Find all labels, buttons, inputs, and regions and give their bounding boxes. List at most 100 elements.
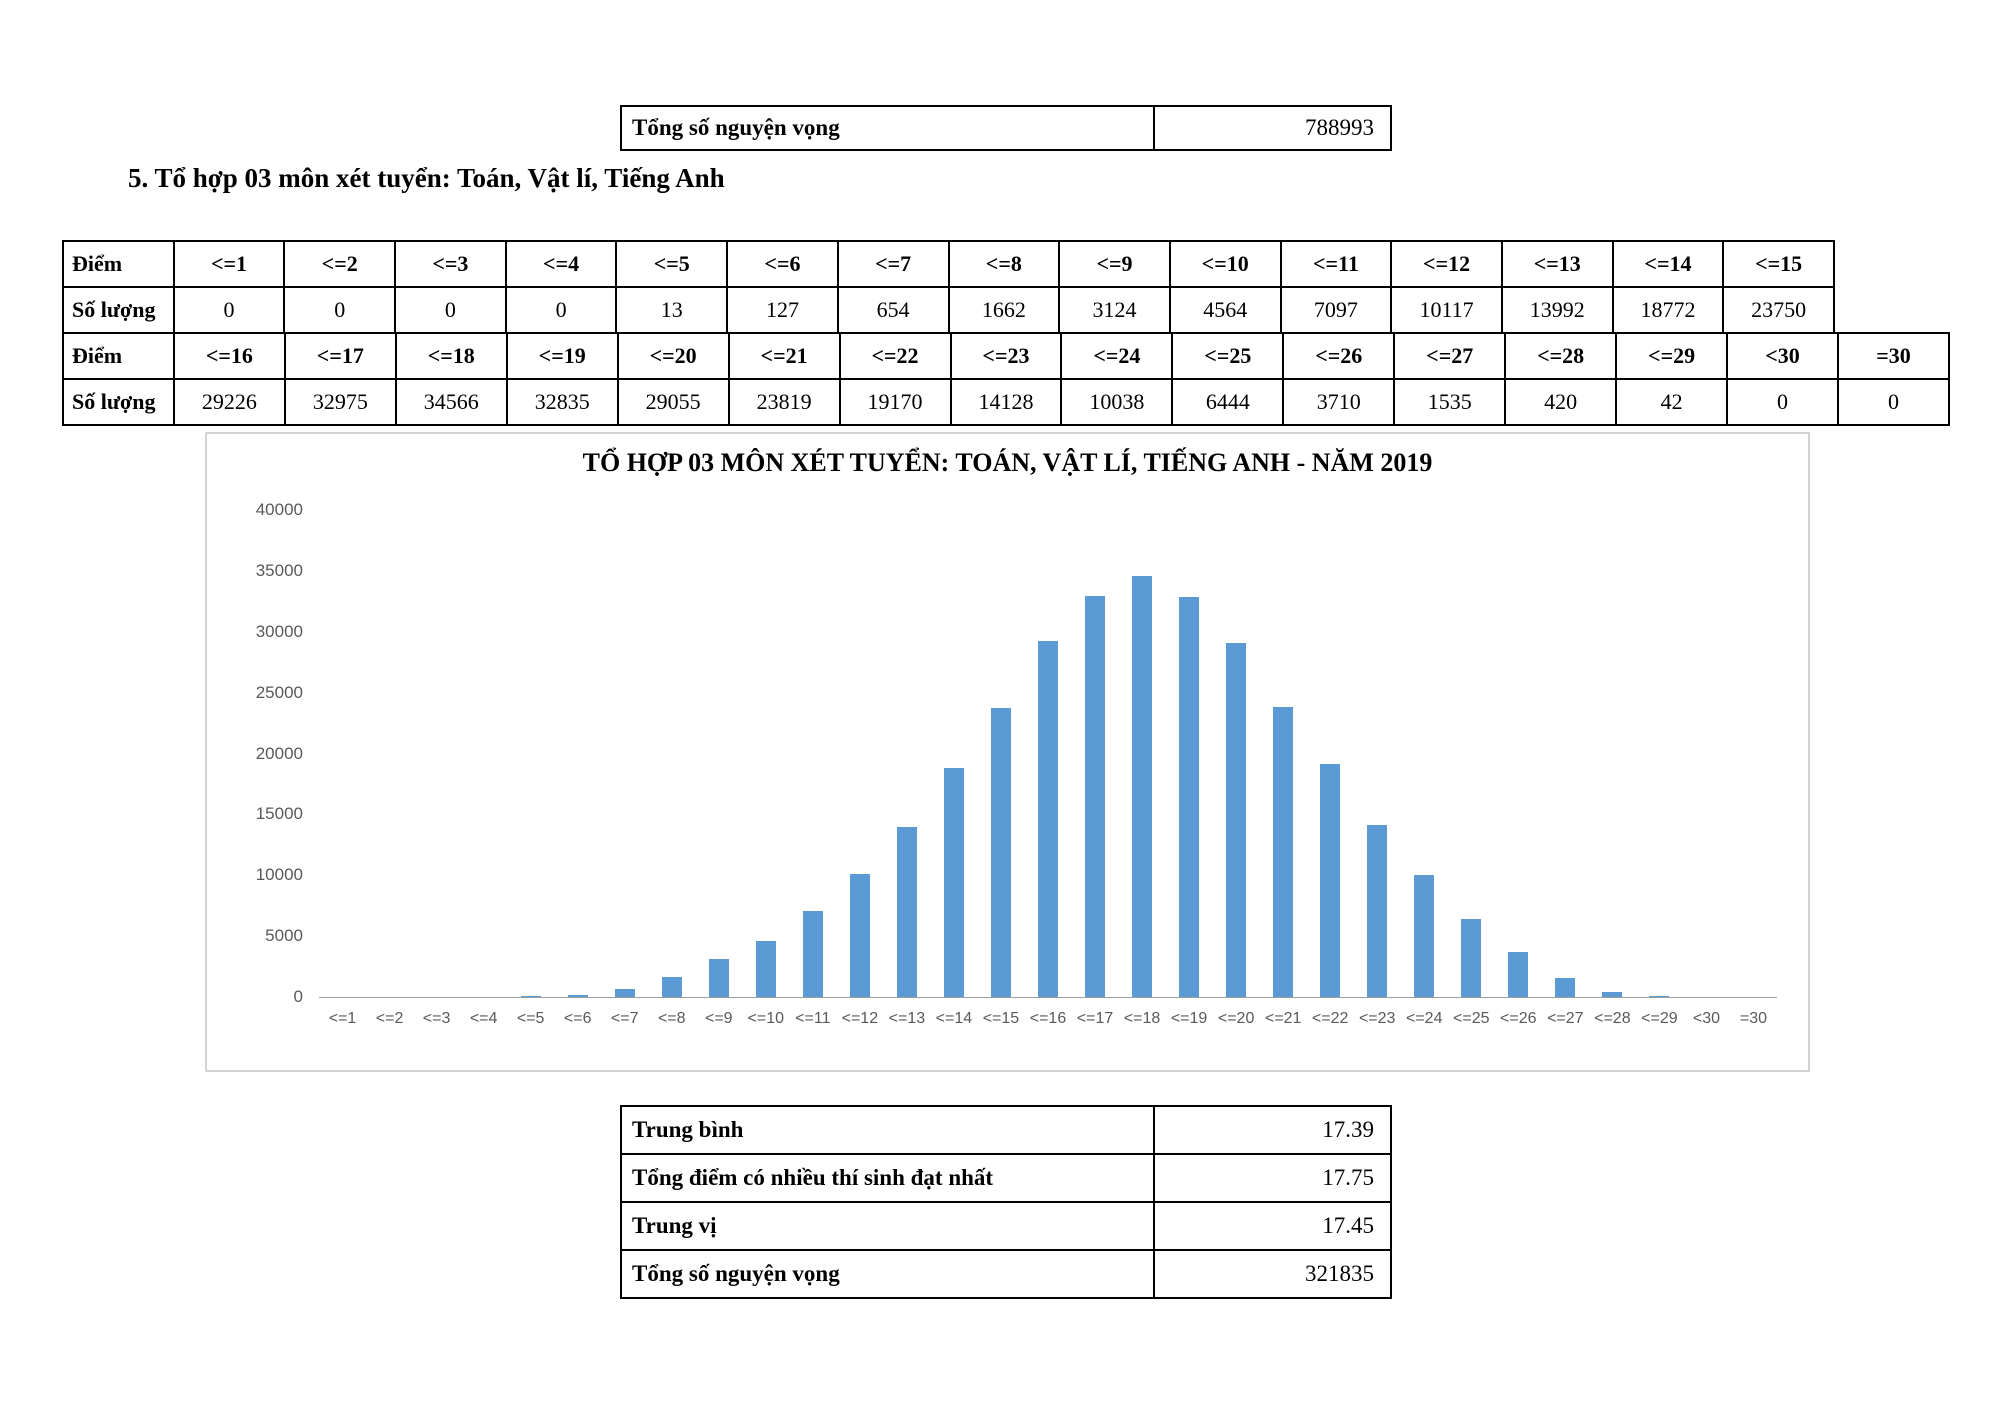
bar xyxy=(614,989,635,997)
score-bin-cell: <=5 xyxy=(615,240,729,288)
summary-label: Tổng số nguyện vọng xyxy=(620,1249,1155,1299)
bar-slot xyxy=(1730,510,1777,997)
x-tick-label: <30 xyxy=(1692,1010,1720,1027)
score-bin-cell: <=2 xyxy=(283,240,397,288)
bar-slot xyxy=(977,510,1024,997)
bar-slot xyxy=(648,510,695,997)
score-bin-cell: <30 xyxy=(1726,332,1839,380)
score-bin-cell: <=12 xyxy=(1390,240,1503,288)
count-cell: 18772 xyxy=(1611,286,1725,334)
y-tick-label: 5000 xyxy=(265,926,303,946)
count-cell: 0 xyxy=(1726,378,1839,426)
score-bin-cell: <=29 xyxy=(1615,332,1729,380)
summary-label: Tổng điểm có nhiều thí sinh đạt nhất xyxy=(620,1153,1155,1203)
bar xyxy=(896,826,917,997)
x-tick-label: <=23 xyxy=(1358,1010,1396,1027)
count-cell: 7097 xyxy=(1279,286,1393,334)
bar xyxy=(1649,996,1670,997)
score-bin-cell: <=8 xyxy=(947,240,1061,288)
score-bin-cell: <=24 xyxy=(1060,332,1174,380)
y-tick-label: 25000 xyxy=(255,682,303,702)
bar xyxy=(1226,643,1247,997)
count-cell: 4564 xyxy=(1168,286,1282,334)
count-cell: 29226 xyxy=(172,378,286,426)
count-cell: 420 xyxy=(1504,378,1618,426)
y-tick-label: 0 xyxy=(293,987,303,1006)
y-tick-label: 40000 xyxy=(255,500,303,519)
x-tick-label: <=14 xyxy=(935,1010,973,1027)
score-bin-cell: <=26 xyxy=(1282,332,1396,380)
x-tick-label: <=15 xyxy=(982,1010,1020,1027)
bar-slot xyxy=(789,510,836,997)
count-cell: 10117 xyxy=(1390,286,1503,334)
score-row-label: Điểm xyxy=(62,240,175,288)
count-cell: 10038 xyxy=(1060,378,1174,426)
count-cell: 23750 xyxy=(1722,286,1835,334)
score-bin-cell: <=23 xyxy=(949,332,1063,380)
x-tick-label: <=5 xyxy=(516,1010,545,1027)
summary-value: 321835 xyxy=(1153,1249,1392,1299)
count-cell: 0 xyxy=(1837,378,1950,426)
bar-slot xyxy=(1542,510,1589,997)
summary-value: 17.39 xyxy=(1153,1105,1392,1155)
count-cell: 42 xyxy=(1615,378,1729,426)
bar xyxy=(1367,825,1388,997)
count-cell: 13 xyxy=(615,286,729,334)
count-row-label: Số lượng xyxy=(62,378,175,426)
bar-slot xyxy=(554,510,601,997)
bar-slot xyxy=(319,510,366,997)
bar-slot xyxy=(460,510,507,997)
x-tick-label: <=28 xyxy=(1594,1010,1631,1027)
bar xyxy=(520,996,541,997)
bar-slot xyxy=(883,510,930,997)
bar-slot xyxy=(1589,510,1636,997)
x-tick-label: <=25 xyxy=(1453,1010,1490,1027)
x-tick-label: <=21 xyxy=(1264,1010,1302,1027)
score-distribution-tables: Điểm <=1 <=2 <=3 <=4 <=5 <=6 <=7 <=8 <=9 <=10 <=11 <… xyxy=(62,240,1950,426)
count-cell: 29055 xyxy=(616,378,730,426)
score-row-label: Điểm xyxy=(62,332,175,380)
bar-slot xyxy=(1072,510,1119,997)
x-tick-label: <=4 xyxy=(469,1010,498,1027)
summary-row: Tổng số nguyện vọng 321835 xyxy=(620,1249,1392,1299)
bar-slot xyxy=(1354,510,1401,997)
summary-label: Trung vị xyxy=(620,1201,1155,1251)
bar-slot xyxy=(1636,510,1683,997)
bar xyxy=(1555,978,1576,997)
score-bin-cell: <=14 xyxy=(1611,240,1725,288)
bar xyxy=(1414,874,1435,997)
count-cell: 14128 xyxy=(949,378,1063,426)
score-bin-cell: <=11 xyxy=(1279,240,1393,288)
summary-label: Trung bình xyxy=(620,1105,1155,1155)
bar xyxy=(708,958,729,997)
x-tick-label: <=17 xyxy=(1076,1010,1114,1027)
x-tick-label: <=24 xyxy=(1405,1010,1443,1027)
summary-value: 17.45 xyxy=(1153,1201,1392,1251)
count-cell: 0 xyxy=(172,286,286,334)
summary-statistics-table: Trung bình 17.39 Tổng điểm có nhiều thí si… xyxy=(620,1105,1392,1299)
bar xyxy=(1320,763,1341,997)
score-bin-cell: <=16 xyxy=(172,332,286,380)
table-row: Tổng số nguyện vọng 788993 xyxy=(620,105,1392,151)
x-tick-label: <=11 xyxy=(795,1010,831,1027)
score-table-part1: Điểm <=1 <=2 <=3 <=4 <=5 <=6 <=7 <=8 <=9 <=10 <=11 <… xyxy=(62,240,1835,334)
summary-row: Trung bình 17.39 xyxy=(620,1105,1392,1155)
x-tick-label: <=29 xyxy=(1641,1010,1678,1027)
bar xyxy=(849,873,870,997)
bar xyxy=(1132,576,1153,997)
x-tick-label: <=26 xyxy=(1500,1010,1537,1027)
summary-row: Tổng điểm có nhiều thí sinh đạt nhất 17.7… xyxy=(620,1153,1392,1203)
bar-slot xyxy=(1024,510,1071,997)
count-cell: 0 xyxy=(504,286,618,334)
count-cell: 3710 xyxy=(1282,378,1396,426)
count-cell: 13992 xyxy=(1500,286,1614,334)
score-bin-cell: <=15 xyxy=(1722,240,1835,288)
x-tick-label: <=9 xyxy=(704,1010,733,1027)
total-aspirations-value: 788993 xyxy=(1153,105,1392,151)
x-tick-label: <=27 xyxy=(1547,1010,1584,1027)
bar xyxy=(755,941,776,997)
bar-slot xyxy=(1495,510,1542,997)
score-bin-cell: <=10 xyxy=(1168,240,1282,288)
y-tick-label: 15000 xyxy=(255,804,303,824)
bar-slot xyxy=(413,510,460,997)
